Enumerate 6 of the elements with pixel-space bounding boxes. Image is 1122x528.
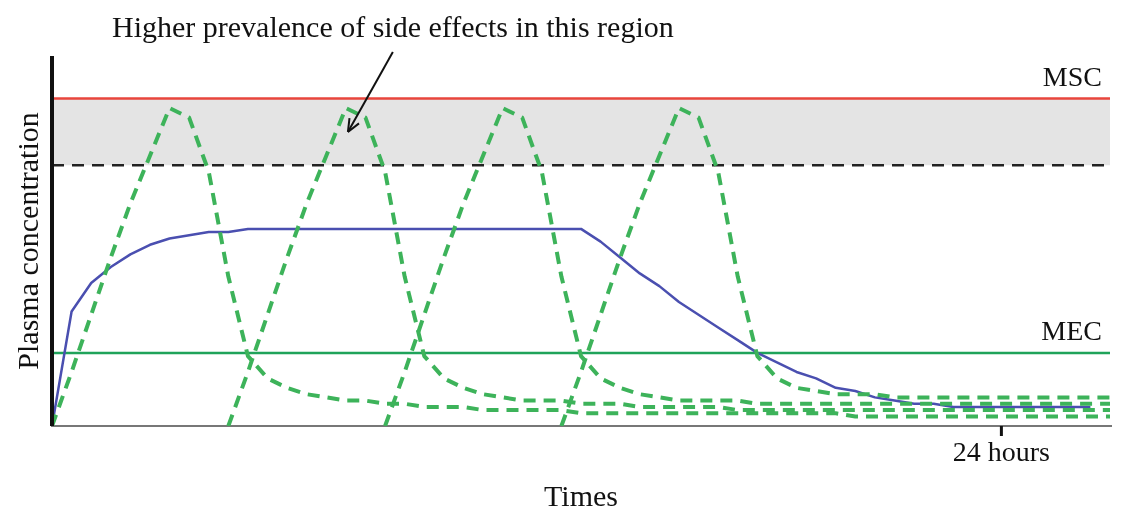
- y-axis-title: Plasma concentration: [10, 112, 44, 370]
- ref-line-label: MEC: [1041, 315, 1102, 347]
- ref-line-label: MSC: [1042, 60, 1102, 92]
- band-label: Higher prevalence of side effects in this region: [112, 9, 674, 43]
- x-axis-title: Times: [544, 478, 618, 512]
- text: 24 hours: [952, 436, 1051, 468]
